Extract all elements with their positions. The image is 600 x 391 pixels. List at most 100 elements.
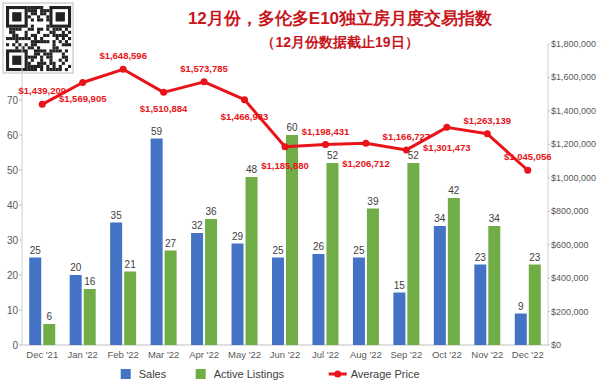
- bar: [29, 258, 41, 346]
- qr-module: [18, 43, 21, 46]
- x-tick-label: Aug '22: [350, 349, 382, 360]
- qr-module: [46, 9, 49, 12]
- qr-module: [68, 31, 71, 34]
- y2-tick-label: $1,200,000: [551, 139, 596, 149]
- qr-module: [46, 53, 49, 56]
- bar-label: 6: [46, 311, 52, 322]
- qr-module: [62, 34, 65, 37]
- y-tick-label: 10: [7, 305, 19, 316]
- qr-module: [9, 31, 12, 34]
- bar: [448, 198, 460, 345]
- x-tick-label: Jul '22: [312, 349, 339, 360]
- qr-module: [65, 59, 68, 62]
- x-tick-label: May '22: [228, 349, 261, 360]
- data-labels: 2520355932292526251534239616212736486052…: [18, 50, 551, 322]
- qr-module: [65, 40, 68, 43]
- qr-finder: [12, 56, 21, 65]
- bar: [515, 314, 527, 346]
- qr-module: [43, 9, 46, 12]
- qr-module: [28, 56, 31, 59]
- qr-finder: [12, 12, 21, 21]
- qr-module: [46, 68, 49, 71]
- qr-module: [49, 59, 52, 62]
- qr-module: [34, 34, 37, 37]
- qr-module: [31, 12, 34, 15]
- qr-module: [34, 56, 37, 59]
- qr-module: [53, 34, 56, 37]
- qr-module: [43, 49, 46, 52]
- line-label: $1,263,139: [464, 115, 512, 126]
- x-tick-label: Nov '22: [471, 349, 503, 360]
- bar-label: 42: [448, 185, 460, 196]
- qr-finder: [6, 6, 28, 28]
- legend-label: Active Listings: [214, 368, 285, 380]
- y2-tick-label: $200,000: [551, 307, 589, 317]
- y-tick: [19, 240, 22, 241]
- bar-label: 15: [394, 280, 406, 291]
- bar: [110, 223, 122, 346]
- y-tick-label: 50: [7, 165, 19, 176]
- y2-tick: [548, 144, 550, 145]
- bar: [272, 258, 284, 346]
- bar-label: 52: [327, 150, 339, 161]
- line-marker: [282, 143, 289, 150]
- line-marker: [443, 124, 450, 131]
- qr-module: [34, 12, 37, 15]
- qr-module: [53, 62, 56, 65]
- line-marker: [79, 79, 86, 86]
- qr-module: [40, 65, 43, 68]
- qr-module: [12, 43, 15, 46]
- qr-module: [37, 65, 40, 68]
- qr-module: [28, 9, 31, 12]
- x-tick-label: Sep '22: [390, 349, 422, 360]
- y2-tick-label: $1,000,000: [551, 173, 596, 183]
- qr-module: [12, 34, 15, 37]
- bar-label: 16: [84, 276, 96, 287]
- qr-module: [31, 25, 34, 28]
- y2-tick-label: $1,600,000: [551, 72, 596, 82]
- qr-module: [25, 34, 28, 37]
- qr-module: [53, 28, 56, 31]
- qr-module: [40, 18, 43, 21]
- qr-module: [37, 18, 40, 21]
- line-label: $1,569,905: [59, 93, 107, 104]
- qr-finder: [6, 49, 28, 71]
- qr-module: [31, 40, 34, 43]
- bar: [232, 244, 244, 346]
- qr-module: [56, 46, 59, 49]
- bar-label: 25: [272, 245, 284, 256]
- qr-module: [62, 37, 65, 40]
- y-tick-label: 30: [7, 235, 19, 246]
- qr-module: [6, 37, 9, 40]
- bar: [434, 226, 446, 345]
- y2-tick-label: $1,800,000: [551, 39, 596, 49]
- y2-tick-label: $600,000: [551, 240, 589, 250]
- bar: [393, 293, 405, 346]
- qr-module: [53, 40, 56, 43]
- qr-module: [59, 34, 62, 37]
- qr-module: [40, 9, 43, 12]
- qr-module: [28, 6, 31, 9]
- qr-module: [65, 56, 68, 59]
- qr-module: [62, 31, 65, 34]
- bar-label: 23: [529, 252, 541, 263]
- qr-module: [43, 12, 46, 15]
- y2-tick: [548, 345, 550, 346]
- qr-module: [40, 6, 43, 9]
- qr-module: [28, 46, 31, 49]
- qr-module: [56, 28, 59, 31]
- qr-module: [15, 46, 18, 49]
- qr-module: [18, 28, 21, 31]
- qr-module: [34, 40, 37, 43]
- qr-module: [59, 59, 62, 62]
- line-marker: [39, 101, 46, 108]
- bar: [151, 139, 163, 346]
- qr-module: [40, 12, 43, 15]
- qr-finder: [49, 6, 71, 28]
- bar-label: 26: [313, 241, 325, 252]
- qr-module: [68, 65, 71, 68]
- bar: [367, 209, 379, 346]
- legend-label: Sales: [139, 368, 167, 380]
- line-label: $1,510,884: [140, 103, 188, 114]
- x-tick-label: Dec '22: [512, 349, 544, 360]
